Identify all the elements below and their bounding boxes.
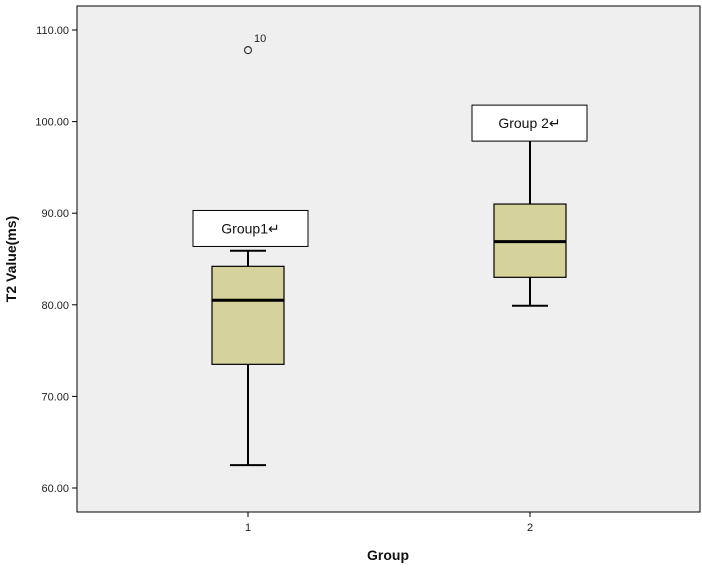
plot-area — [76, 5, 701, 513]
y-axis: 60.00 70.00 80.00 90.00 100.00 110.00 — [35, 25, 77, 495]
iqr-box — [211, 265, 285, 365]
x-tick-label: 1 — [245, 522, 251, 534]
x-axis-title: Group — [367, 547, 409, 563]
annotations: Group1↵ Group 2↵ — [192, 104, 588, 247]
y-tick-label: 100.00 — [35, 117, 69, 129]
y-axis-title: T2 Value(ms) — [3, 216, 19, 302]
group-annotation-2: Group 2↵ — [471, 104, 588, 142]
box-group-1: 10 — [211, 33, 285, 467]
annotation-box — [192, 209, 309, 247]
y-tick-label: 80.00 — [41, 300, 69, 312]
x-tick-label: 2 — [527, 522, 533, 534]
annotation-text: Group 2↵ — [498, 115, 560, 131]
outlier-point — [243, 46, 253, 55]
y-tick-label: 110.00 — [36, 25, 69, 37]
y-tick-label: 60.00 — [41, 483, 69, 495]
annotation-box — [471, 104, 588, 142]
y-tick-label: 70.00 — [41, 391, 69, 403]
outlier-label: 10 — [254, 33, 266, 45]
annotation-text: Group1↵ — [221, 220, 279, 236]
group-annotation-1: Group1↵ — [192, 209, 309, 247]
y-tick-label: 90.00 — [41, 208, 69, 220]
